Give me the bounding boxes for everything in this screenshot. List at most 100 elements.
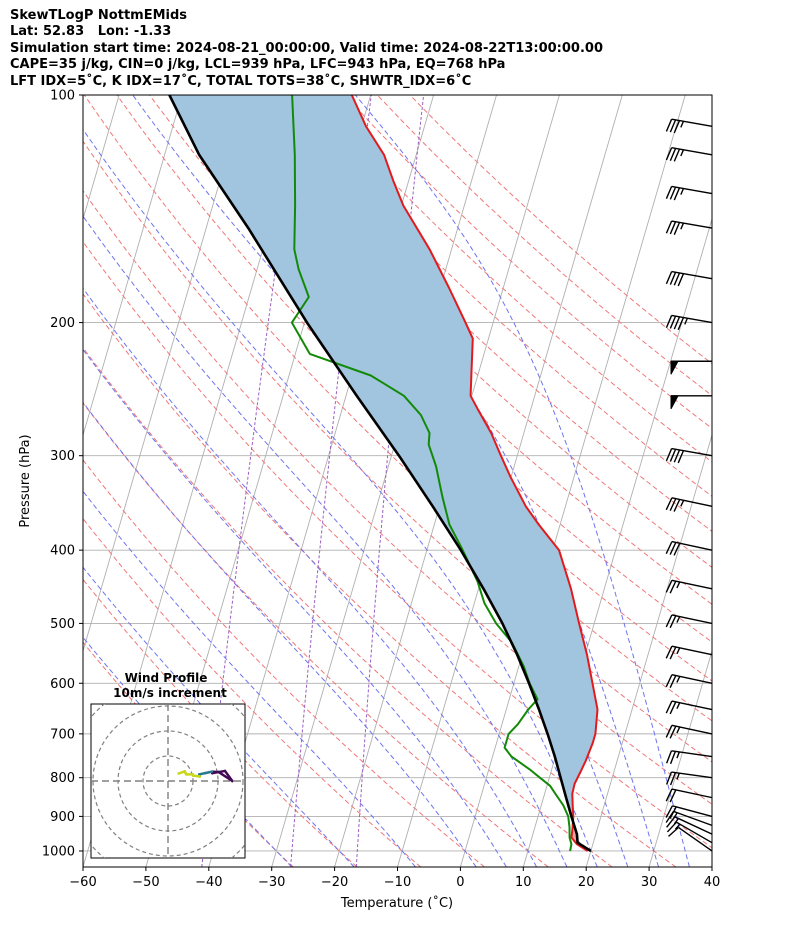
barb-full (673, 449, 681, 463)
x-tick-label: −20 (321, 875, 348, 890)
wind-barb (665, 614, 713, 629)
isotherm-line (459, 95, 686, 867)
x-axis-label: Temperature (˚C) (340, 895, 453, 911)
x-tick-label: −60 (69, 875, 96, 890)
sounding-profiles (168, 95, 599, 853)
barb-full (669, 148, 677, 161)
barb-half (676, 647, 681, 655)
barb-staff (671, 447, 713, 457)
moist-adiabat (83, 401, 477, 867)
barb-staff (671, 700, 713, 711)
barb-staff (671, 270, 713, 280)
time-line: Simulation start time: 2024-08-21_00:00:… (10, 40, 603, 56)
barb-full (677, 317, 685, 331)
barb-half (673, 818, 680, 825)
cape-area (169, 95, 598, 822)
y-tick-label: 1000 (42, 844, 75, 859)
barb-half (680, 499, 685, 507)
mixing-ratio-line (290, 95, 372, 867)
barb-full (665, 750, 673, 764)
y-tick-label: 200 (50, 316, 75, 331)
hodograph-inset: Wind Profile 10m/s increment (90, 671, 246, 859)
barb-full (673, 187, 681, 201)
barb-full (666, 816, 676, 828)
barb-full (665, 118, 673, 132)
y-tick-label: 100 (50, 89, 75, 104)
x-tick-label: 10 (515, 875, 532, 890)
barb-full (669, 789, 677, 803)
barb-full (673, 148, 681, 162)
hodograph-title: Wind Profile (125, 671, 208, 685)
barb-full (669, 751, 677, 765)
isotherm-line (711, 865, 712, 867)
barb-full (665, 497, 673, 511)
moist-adiabat (83, 215, 568, 867)
barb-staff (671, 579, 713, 590)
barb-half (680, 120, 685, 128)
barb-staff (671, 750, 713, 758)
barb-full (665, 220, 673, 234)
barb-half (680, 222, 685, 230)
indices-line: LFT IDX=5˚C, K IDX=17˚C, TOTAL TOTS=38˚C… (10, 73, 472, 89)
barb-full (669, 272, 677, 285)
location-line: Lat: 52.83 Lon: -1.33 (10, 24, 172, 40)
barb-full (669, 772, 677, 786)
barb-staff (671, 540, 713, 551)
dry-adiabat (246, 95, 712, 532)
wind-barb (670, 360, 712, 375)
parcel-profile (168, 95, 592, 853)
dry-adiabat (83, 641, 294, 867)
barb-full (669, 498, 677, 512)
barb-full (673, 499, 681, 512)
barb-staff (671, 185, 713, 195)
x-tick-label: −40 (195, 875, 222, 890)
y-axis-label: Pressure (hPa) (18, 434, 33, 527)
barb-flag (670, 360, 679, 375)
barb-full (665, 448, 673, 462)
barb-staff (671, 220, 713, 229)
temperature-profile (350, 95, 599, 852)
barb-full (677, 450, 685, 464)
barb-full (665, 805, 674, 818)
hodograph-trace (177, 770, 186, 775)
barb-full (669, 119, 677, 133)
y-tick-label: 600 (50, 677, 75, 692)
barb-full (665, 700, 673, 714)
x-tick-label: −50 (132, 875, 159, 890)
barb-half (676, 676, 681, 683)
barb-full (665, 614, 673, 628)
barb-half (673, 812, 678, 819)
wind-barb (665, 147, 713, 162)
barb-half (676, 702, 681, 710)
wind-barb (665, 185, 713, 201)
barb-full (669, 646, 677, 660)
isotherm-line (648, 649, 712, 867)
barb-full (673, 222, 681, 235)
wind-barb (665, 579, 713, 594)
barb-staff (671, 147, 713, 156)
hodograph-rings (91, 704, 245, 858)
barb-full (677, 273, 685, 287)
wind-barb (665, 724, 713, 739)
moist-adiabat (83, 566, 355, 867)
isotherm-line (585, 433, 712, 867)
barb-staff (671, 771, 713, 779)
barb-full (665, 725, 673, 738)
barb-half (676, 772, 680, 780)
cape-line: CAPE=35 j/kg, CIN=0 j/kg, LCL=939 hPa, L… (10, 57, 506, 73)
dry-adiabat (83, 240, 712, 849)
barb-full (669, 448, 677, 462)
barb-full (673, 120, 681, 134)
dry-adiabat (83, 459, 485, 867)
barb-full (665, 674, 673, 688)
x-tick-label: 20 (578, 875, 595, 890)
barb-full (665, 771, 673, 785)
barb-full (669, 542, 677, 555)
barb-full (669, 580, 677, 594)
barb-staff (671, 497, 713, 507)
wind-barb (665, 270, 713, 287)
barb-half (680, 149, 685, 157)
barb-full (669, 675, 677, 688)
barb-full (673, 542, 681, 556)
